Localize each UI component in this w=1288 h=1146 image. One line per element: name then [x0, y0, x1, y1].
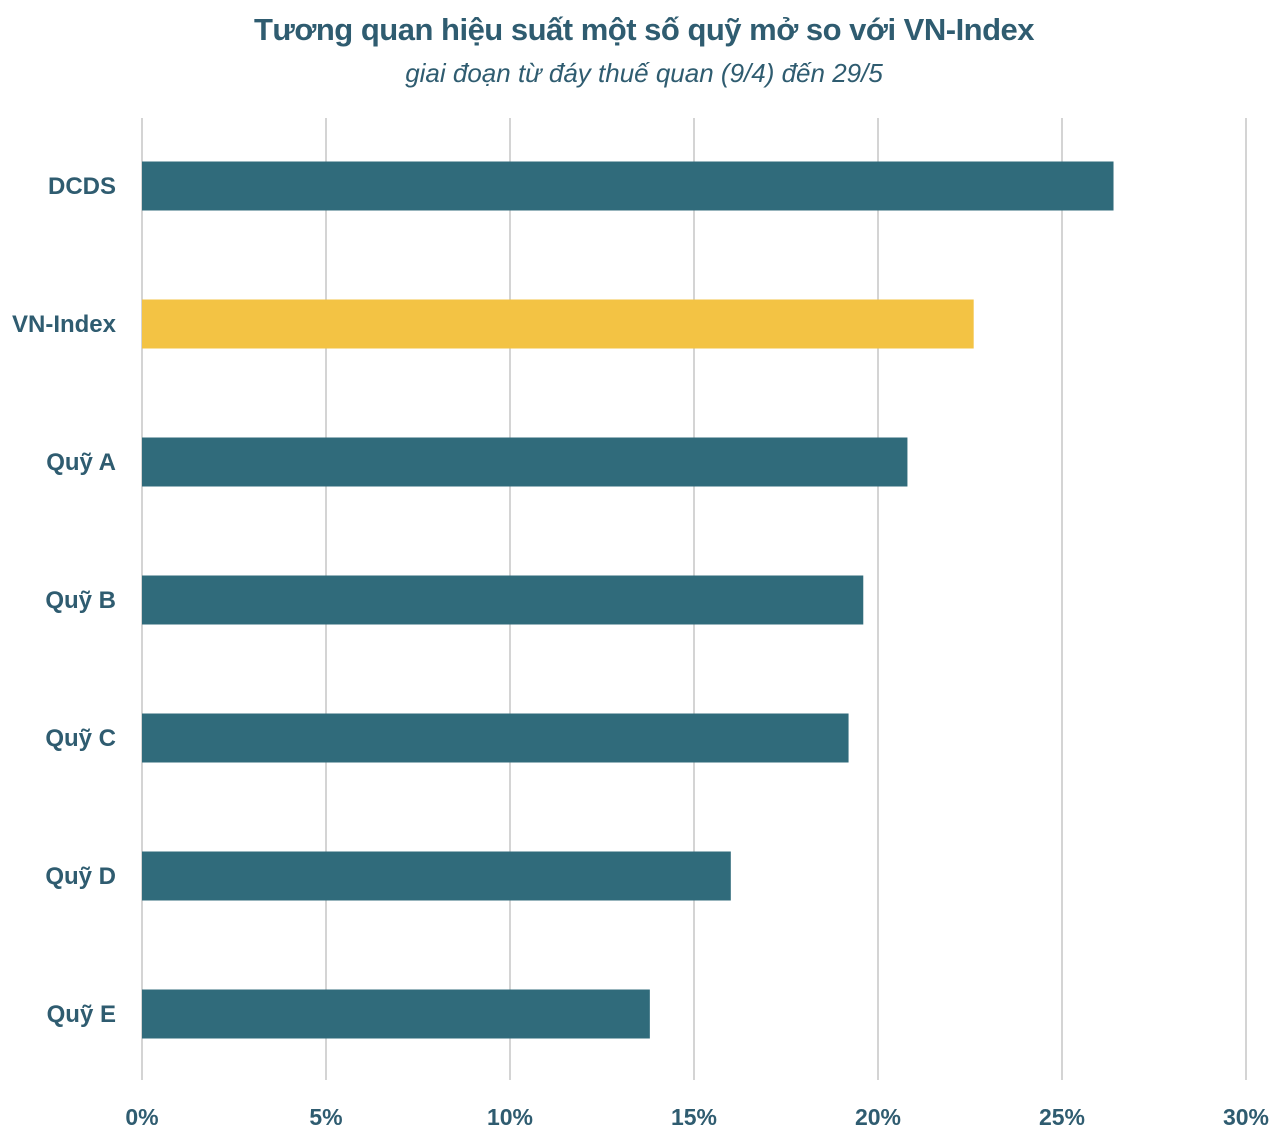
- x-tick-label: 5%: [309, 1104, 342, 1130]
- category-label: Quỹ C: [45, 725, 116, 752]
- category-label: Quỹ A: [46, 449, 116, 476]
- x-tick-label: 25%: [1039, 1104, 1085, 1130]
- x-tick-label: 15%: [671, 1104, 717, 1130]
- category-label: VN-Index: [12, 311, 117, 338]
- x-tick-label: 0%: [125, 1104, 158, 1130]
- category-label: Quỹ D: [45, 863, 116, 890]
- bar-qu-e: [142, 989, 650, 1039]
- chart-subtitle: giai đoạn từ đáy thuế quan (9/4) đến 29/…: [405, 58, 883, 88]
- category-label: Quỹ E: [47, 1001, 116, 1028]
- category-label: Quỹ B: [45, 587, 116, 614]
- x-tick-label: 30%: [1223, 1104, 1269, 1130]
- chart-title: Tương quan hiệu suất một số quỹ mở so vớ…: [253, 12, 1035, 47]
- bar-dcds: [142, 161, 1114, 211]
- x-tick-label: 20%: [855, 1104, 901, 1130]
- bar-qu-a: [142, 437, 908, 487]
- bar-qu-d: [142, 851, 731, 901]
- bar-qu-b: [142, 575, 864, 625]
- x-tick-label: 10%: [487, 1104, 533, 1130]
- category-label: DCDS: [48, 173, 116, 200]
- bar-vn-index: [142, 299, 974, 349]
- bar-qu-c: [142, 713, 849, 763]
